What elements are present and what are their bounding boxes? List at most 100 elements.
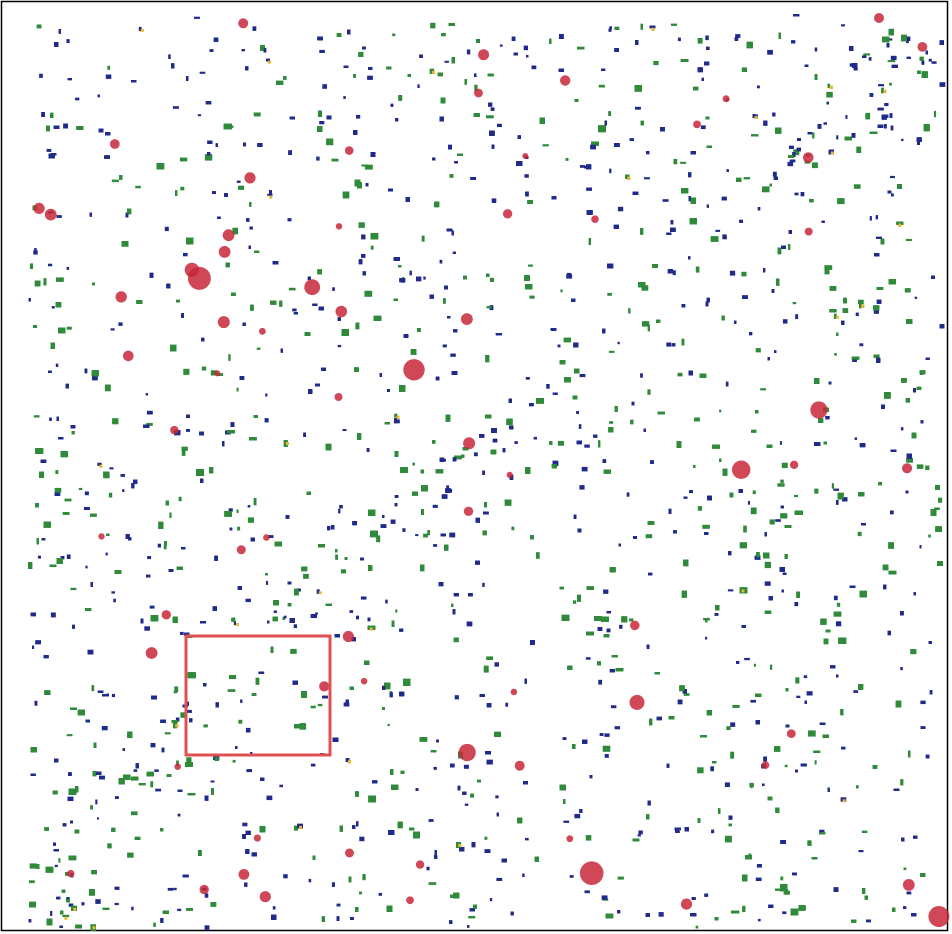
- cell-green: [696, 267, 700, 273]
- cell-blue: [907, 892, 912, 895]
- cell-green: [573, 600, 576, 603]
- cell-blue: [246, 769, 252, 772]
- cell-yellow: [836, 316, 839, 319]
- cell-green: [420, 737, 428, 742]
- cell-green: [646, 534, 653, 538]
- cell-yellow: [236, 623, 239, 626]
- cell-blue: [726, 382, 729, 387]
- cell-green: [865, 113, 870, 120]
- cell-blue: [113, 599, 116, 603]
- cell-blue: [246, 599, 251, 602]
- cell-blue: [359, 837, 364, 842]
- cell-blue: [385, 600, 388, 604]
- cell-green: [61, 451, 69, 457]
- cell-green: [878, 482, 882, 486]
- cell-green: [743, 526, 747, 533]
- cell-green: [468, 916, 475, 918]
- cell-blue: [773, 172, 777, 177]
- cell-green: [486, 656, 493, 660]
- cell-blue: [563, 821, 569, 823]
- cell-blue: [940, 82, 946, 87]
- cell-green: [837, 603, 840, 607]
- cell-blue: [338, 509, 340, 514]
- cell-green: [629, 618, 633, 621]
- cell-green: [837, 198, 845, 204]
- cell-green: [135, 186, 141, 189]
- cell-green: [169, 513, 171, 519]
- cell-green: [609, 421, 613, 424]
- cell-green: [122, 241, 129, 247]
- cell-green: [680, 162, 686, 164]
- cell-blue: [804, 675, 808, 678]
- cell-blue: [614, 225, 619, 229]
- cell-blue: [725, 782, 730, 787]
- cell-blue: [429, 819, 434, 822]
- cell-blue: [491, 107, 495, 111]
- cell-blue: [106, 553, 108, 556]
- cell-green: [780, 513, 787, 518]
- cell-blue: [115, 903, 119, 905]
- cell-green: [237, 527, 240, 531]
- cell-blue: [605, 754, 609, 758]
- cell-green: [770, 665, 772, 670]
- cell-blue: [415, 534, 418, 536]
- cell-blue: [150, 606, 155, 609]
- cell-blue: [467, 50, 470, 55]
- cell-blue: [758, 919, 761, 921]
- cell-yellow: [269, 196, 272, 199]
- cell-blue: [584, 445, 590, 448]
- cell-green: [725, 836, 732, 843]
- cell-blue: [705, 36, 709, 41]
- cell-green: [740, 542, 747, 548]
- cell-blue: [246, 728, 251, 733]
- cell-blue: [757, 864, 762, 868]
- cell-green: [572, 744, 576, 749]
- cell-yellow: [268, 61, 271, 64]
- cell-green: [765, 562, 771, 568]
- cell-blue: [932, 61, 937, 64]
- cell-green: [79, 488, 83, 490]
- cell-green: [528, 265, 533, 267]
- cell-blue: [97, 817, 99, 819]
- cell-green: [341, 569, 346, 573]
- cell-blue: [111, 591, 115, 593]
- cell-blue: [574, 814, 580, 818]
- cell-blue: [106, 75, 112, 79]
- cell-blue: [440, 260, 443, 264]
- cell-blue: [585, 890, 590, 893]
- cell-green: [807, 840, 811, 846]
- cell-green: [427, 530, 430, 535]
- cell-blue: [332, 287, 335, 291]
- cell-blue: [465, 804, 469, 806]
- cell-blue: [273, 906, 276, 909]
- cell-green: [678, 373, 683, 377]
- cell-green: [71, 588, 77, 590]
- cell-blue: [266, 581, 268, 585]
- cell-blue: [402, 528, 405, 532]
- cell-blue: [579, 485, 584, 490]
- cell-blue: [715, 230, 720, 232]
- cell-blue: [678, 38, 681, 42]
- cell-blue: [332, 882, 335, 887]
- cell-blue: [546, 384, 550, 389]
- cell-green: [698, 38, 703, 44]
- cell-blue: [258, 672, 264, 675]
- cell-blue: [728, 589, 733, 591]
- cell-green: [388, 724, 390, 726]
- cell-green: [238, 720, 242, 724]
- cell-blue: [921, 61, 924, 65]
- cell-green: [203, 724, 208, 727]
- cell-green: [92, 685, 95, 691]
- cell-green: [910, 649, 916, 654]
- cell-blue: [859, 850, 864, 852]
- cell-blue: [445, 61, 449, 63]
- cell-blue: [788, 162, 794, 166]
- cell-green: [696, 926, 699, 929]
- cell-blue: [859, 343, 863, 346]
- cell-blue: [177, 909, 181, 911]
- cell-blue: [85, 492, 89, 496]
- cell-green: [392, 34, 395, 37]
- cell-blue: [900, 667, 903, 670]
- cell-blue: [450, 764, 455, 768]
- cell-green: [398, 95, 402, 101]
